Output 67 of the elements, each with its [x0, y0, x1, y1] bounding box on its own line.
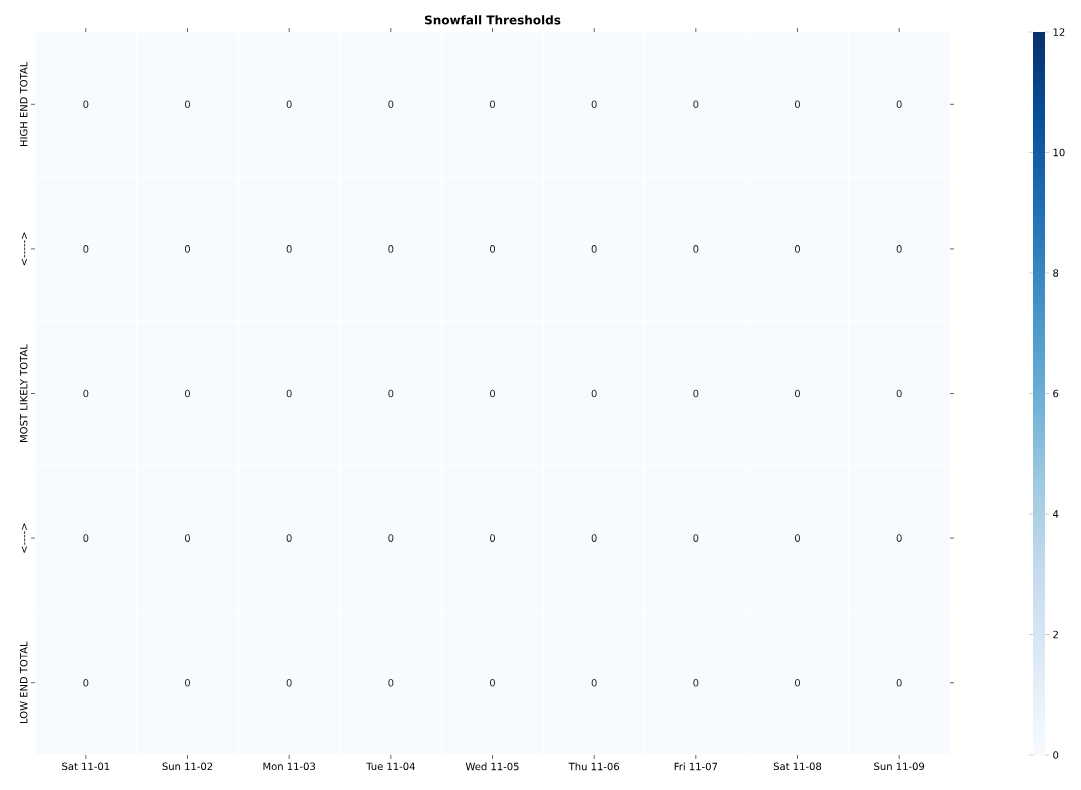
data-label: 0 — [83, 534, 89, 542]
data-label: 0 — [693, 245, 699, 253]
x-tick-label: Thu 11-06 — [568, 762, 620, 771]
data-label: 0 — [286, 534, 292, 542]
y-tick-label: HIGH END TOTAL — [19, 61, 28, 146]
data-label: 0 — [591, 100, 597, 109]
data-label: 0 — [591, 534, 597, 542]
data-label: 0 — [896, 534, 902, 542]
data-label: 0 — [591, 678, 597, 687]
x-tick-label: Mon 11-03 — [263, 762, 316, 771]
data-label: 0 — [794, 389, 801, 398]
y-tick-label: <----> — [21, 523, 28, 553]
color-bar-label: 10 — [1053, 148, 1065, 157]
data-label: 0 — [83, 100, 89, 109]
data-label: 0 — [896, 245, 902, 253]
data-label: 0 — [489, 389, 496, 398]
data-label: 0 — [693, 534, 699, 542]
data-label: 0 — [896, 100, 902, 109]
data-label: 0 — [388, 678, 394, 687]
color-bar-label: 6 — [1053, 389, 1059, 398]
data-label: 0 — [83, 678, 89, 687]
data-label: 0 — [693, 389, 699, 398]
data-label: 0 — [489, 678, 496, 687]
y-tick-label: MOST LIKELY TOTAL — [19, 344, 28, 442]
data-label: 0 — [896, 678, 902, 687]
data-label: 0 — [489, 245, 496, 253]
data-label: 0 — [184, 245, 191, 253]
x-tick-label: Sun 11-02 — [162, 762, 213, 771]
x-tick-label: Sat 11-01 — [62, 762, 110, 771]
x-tick-label: Wed 11-05 — [465, 762, 519, 771]
data-label: 0 — [184, 389, 191, 398]
data-label: 0 — [83, 389, 89, 398]
color-bar-label: 2 — [1053, 630, 1058, 639]
color-bar-label: 8 — [1053, 269, 1059, 277]
y-tick-label: <-----> — [21, 232, 28, 266]
data-label: 0 — [286, 245, 292, 253]
data-label: 0 — [794, 245, 801, 253]
x-tick-label: Tue 11-04 — [366, 762, 415, 771]
data-label: 0 — [388, 389, 394, 398]
data-label: 0 — [388, 534, 394, 542]
data-label: 0 — [83, 245, 89, 253]
x-tick-label: Sun 11-09 — [874, 762, 925, 771]
data-label: 0 — [286, 389, 292, 398]
color-bar-label: 4 — [1053, 510, 1059, 518]
data-label: 0 — [794, 534, 801, 542]
data-label: 0 — [794, 678, 801, 687]
x-tick-label: Fri 11-07 — [674, 762, 718, 771]
data-label: 0 — [286, 678, 292, 687]
data-label: 0 — [591, 389, 597, 398]
chart-title: Snowfall Thresholds — [424, 15, 561, 25]
data-label: 0 — [184, 100, 191, 109]
data-label: 0 — [896, 389, 902, 398]
color-bar-label: 0 — [1053, 751, 1059, 759]
data-label: 0 — [184, 534, 191, 542]
data-label: 0 — [388, 245, 394, 253]
data-label: 0 — [693, 678, 699, 687]
data-label: 0 — [693, 100, 699, 109]
data-label: 0 — [184, 678, 191, 687]
data-label: 0 — [489, 100, 496, 109]
data-label: 0 — [591, 245, 597, 253]
x-tick-label: Sat 11-08 — [773, 762, 822, 771]
data-label: 0 — [489, 534, 496, 542]
y-tick-label: LOW END TOTAL — [19, 641, 28, 723]
data-label: 0 — [794, 100, 801, 109]
color-bar-label: 12 — [1053, 28, 1065, 36]
data-label: 0 — [286, 100, 292, 109]
data-label: 0 — [388, 100, 394, 109]
